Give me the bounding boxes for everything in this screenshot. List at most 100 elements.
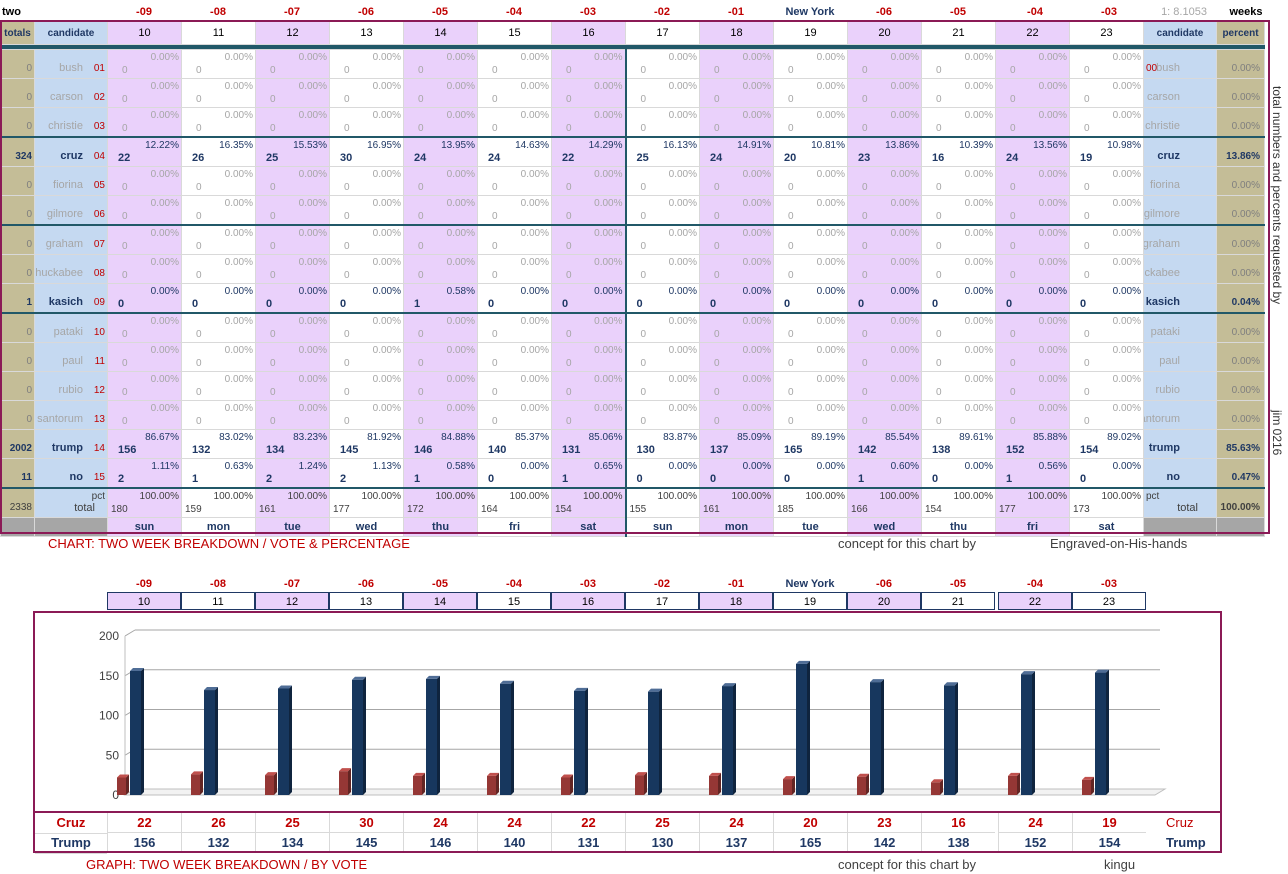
candidate-percent-wrap: 0.00%	[1218, 108, 1264, 135]
vote-count: 0	[862, 123, 868, 134]
vote-percent: 0.00%	[150, 52, 179, 63]
vote-percent: 0.00%	[520, 345, 549, 356]
candidate-right-wrap: christie	[1145, 108, 1216, 135]
vote-count: 1	[858, 473, 865, 485]
vote-cell: 0.00% 0	[773, 195, 848, 226]
vote-percent: 0.00%	[1112, 286, 1141, 297]
vote-count: 0	[640, 182, 647, 193]
vote-percent: 0.00%	[890, 374, 919, 385]
vote-wrap: 0.00% 0	[775, 402, 847, 429]
vote-wrap: 0.00% 0	[331, 226, 403, 254]
vote-wrap: 0.00% 0	[331, 108, 403, 135]
candidate-wrap: carson 02	[36, 80, 107, 107]
separator-cell	[773, 44, 848, 50]
vote-count: 25	[636, 152, 649, 164]
separator-cell	[255, 44, 330, 50]
vote-wrap: 0.00% 0	[628, 108, 699, 135]
side-note-text: total numbers and percents requested by	[1270, 86, 1284, 305]
candidate-percent-cell: 0.00%	[1216, 254, 1265, 284]
cruz-value: 24	[699, 813, 773, 833]
vote-cell: 0.00% 0	[699, 254, 774, 284]
row-total-cell: 2002	[0, 429, 35, 459]
vote-percent: 83.23%	[293, 432, 327, 443]
vote-count: 0	[196, 65, 202, 76]
vote-cell: 0.00% 0	[551, 342, 626, 372]
candidate-percent-cell: 0.00%	[1216, 78, 1265, 108]
vote-cell: 0.00% 0	[403, 224, 478, 255]
candidate-percent-wrap: 0.00%	[1218, 314, 1264, 342]
candidate-cell-right: pataki	[1143, 312, 1217, 343]
cruz-bar	[709, 772, 721, 795]
row-total-wrap: 324	[2, 138, 34, 166]
vote-wrap: 0.00% 0	[849, 373, 921, 400]
candidate-percent-cell: 0.00%	[1216, 224, 1265, 255]
vote-cell: 0.00% 0	[107, 254, 182, 284]
vote-wrap: 0.00% 0	[775, 373, 847, 400]
vote-wrap: 0.58% 1	[405, 459, 477, 486]
vote-count: 0	[862, 358, 868, 369]
daily-total-pct: 100.00%	[731, 491, 771, 502]
vote-count: 0	[1084, 358, 1090, 369]
candidate-wrap: pataki 10	[36, 314, 107, 342]
candidate-percent-wrap: 0.00%	[1218, 80, 1264, 107]
vote-percent: 0.00%	[446, 52, 475, 63]
vote-wrap: 0.00% 0	[183, 284, 255, 311]
vote-percent: 0.00%	[520, 228, 549, 239]
vote-wrap: 0.00% 0	[923, 226, 995, 254]
vote-wrap: 12.22% 22	[109, 138, 181, 166]
vote-wrap: 0.00% 0	[479, 226, 551, 254]
vote-wrap: 0.00% 0	[1071, 168, 1143, 195]
vote-count: 0	[1084, 329, 1090, 340]
graph-day-header: 20	[847, 592, 921, 610]
cruz-value: 20	[773, 813, 847, 833]
vote-cell: 0.00% 0	[773, 254, 848, 284]
candidate-percent: 13.86%	[1226, 151, 1260, 162]
vote-wrap: 0.00% 0	[997, 284, 1069, 311]
candidate-right-wrap: kasich	[1145, 284, 1216, 311]
candidate-number: 05	[93, 180, 105, 191]
row-total-cell: 11	[0, 458, 35, 489]
vote-count: 0	[122, 94, 128, 105]
vote-wrap: 0.00% 0	[405, 51, 477, 78]
daily-total-cell: 100.00% 154	[551, 487, 626, 518]
candidate-number: 04	[93, 151, 105, 162]
vote-percent: 0.00%	[150, 403, 179, 414]
vote-cell: 0.00% 0	[255, 254, 330, 284]
daily-total-wrap: 100.00% 180	[109, 489, 181, 517]
vote-percent: 0.00%	[890, 198, 919, 209]
vote-wrap: 0.00% 0	[923, 402, 995, 429]
vote-cell: 0.00% 0	[699, 195, 774, 226]
vote-count: 0	[488, 298, 495, 310]
candidate-name-right: trump	[1148, 442, 1180, 454]
vote-wrap: 0.00% 0	[1071, 51, 1143, 78]
vote-wrap: 0.00% 0	[701, 344, 773, 371]
vote-count: 0	[936, 182, 942, 193]
vote-percent: 0.00%	[1112, 403, 1141, 414]
vote-cell: 15.53% 25	[255, 136, 330, 167]
daily-total-pct: 100.00%	[213, 491, 253, 502]
day-header: 10	[107, 21, 182, 45]
vote-count: 2	[266, 473, 273, 485]
daily-total-wrap: 100.00% 166	[849, 489, 921, 517]
graph-day-header: 22	[998, 592, 1072, 610]
separator-cell	[699, 44, 774, 50]
vote-percent: 0.58%	[446, 461, 475, 472]
vote-count: 0	[122, 182, 128, 193]
daily-total: 166	[851, 504, 868, 515]
cruz-value: 25	[625, 813, 699, 833]
vote-count: 0	[270, 65, 276, 76]
vote-wrap: 0.00% 0	[109, 226, 181, 254]
row-total: 0	[26, 268, 32, 279]
daily-total-wrap: 100.00% 185	[775, 489, 847, 517]
vote-percent: 0.00%	[1112, 257, 1141, 268]
vote-wrap: 13.86% 23	[849, 138, 921, 166]
vote-wrap: 84.88% 146	[405, 431, 477, 458]
vote-wrap: 0.00% 0	[923, 168, 995, 195]
vote-wrap: 0.00% 0	[257, 51, 329, 78]
vote-wrap: 0.00% 0	[405, 373, 477, 400]
vote-cell: 0.00% 0	[847, 312, 922, 343]
vote-cell: 83.87% 130	[624, 429, 700, 459]
candidate-percent-wrap: 85.63%	[1218, 431, 1264, 458]
y-tick-label: 50	[106, 748, 120, 762]
row-total-wrap: 0	[2, 168, 34, 195]
